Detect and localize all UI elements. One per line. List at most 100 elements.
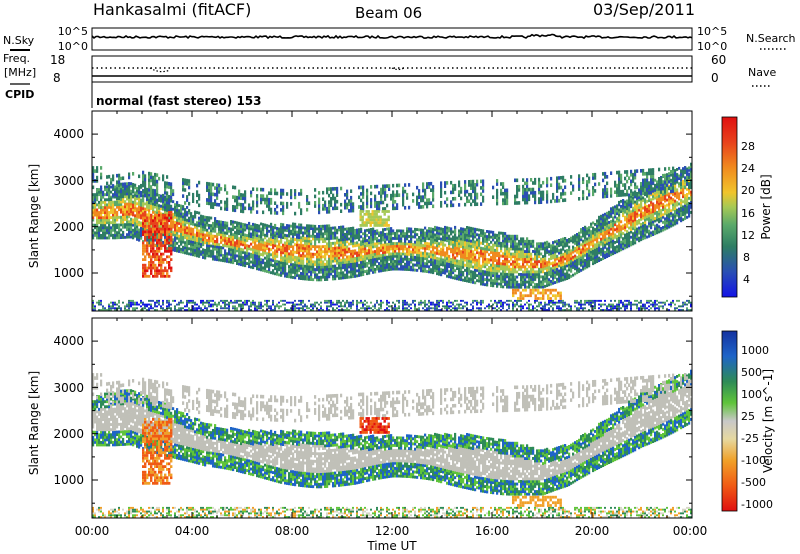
power-cell (414, 305, 416, 308)
power-cell (158, 196, 161, 200)
power-cell (316, 255, 319, 259)
power-cell (238, 189, 241, 194)
power-cell (432, 191, 435, 196)
power-cell (184, 246, 187, 250)
power-cell (102, 228, 105, 232)
power-cell (468, 267, 471, 271)
power-cell (414, 248, 417, 252)
power-cell (490, 240, 493, 244)
power-cell (190, 227, 193, 231)
power-cell (218, 203, 221, 207)
power-cell (498, 274, 501, 278)
power-cell (456, 239, 459, 242)
power-cell (314, 230, 317, 233)
power-cell (280, 248, 283, 252)
power-cell (470, 186, 473, 190)
power-cell (222, 221, 225, 224)
power-cell (192, 240, 195, 244)
power-cell (272, 259, 275, 262)
power-cell (318, 207, 321, 211)
power-cell (282, 246, 285, 250)
power-cell (360, 260, 363, 264)
power-cell (350, 257, 353, 261)
power-cell (232, 185, 235, 190)
power-cell (162, 233, 165, 237)
power-cell (382, 235, 385, 239)
power-cell (154, 305, 156, 308)
power-cell (212, 192, 215, 197)
power-cell (148, 309, 150, 311)
power-cell (236, 202, 239, 206)
power-cell (406, 255, 409, 259)
power-cell (512, 265, 515, 269)
power-cell (448, 247, 451, 251)
power-cell (198, 242, 201, 246)
power-cell (510, 234, 513, 238)
freq-left-label-2: [MHz] (4, 66, 36, 79)
power-cell (414, 299, 416, 302)
power-cell (378, 309, 380, 311)
power-cell (224, 241, 227, 245)
power-cell (484, 283, 487, 287)
power-cell (454, 256, 457, 260)
power-cell (474, 268, 477, 272)
power-cell (332, 231, 335, 235)
power-cell (240, 230, 243, 233)
power-cell (446, 203, 449, 208)
power-cell (420, 231, 423, 234)
power-cell (100, 193, 103, 197)
power-cell (492, 243, 495, 247)
power-cell (156, 201, 159, 204)
power-cell (102, 195, 105, 199)
freq-right-tick-top: 60 (711, 53, 726, 67)
power-cell (316, 250, 319, 254)
power-cell (402, 232, 405, 235)
power-cell (452, 248, 455, 252)
power-cell (130, 202, 133, 206)
power-cell (116, 190, 119, 194)
power-cell (144, 177, 147, 182)
power-cell (440, 270, 443, 274)
power-cell (270, 188, 273, 192)
power-cell (254, 246, 257, 250)
power-cell (398, 301, 400, 304)
power-cell (248, 260, 251, 263)
power-cell (208, 201, 211, 206)
power-cell (514, 237, 517, 241)
power-cell (236, 244, 239, 248)
power-cell (148, 196, 151, 200)
power-cell (496, 201, 499, 206)
power-cell (350, 255, 353, 258)
power-cell (210, 226, 213, 230)
power-cell (220, 305, 222, 308)
power-cell (402, 307, 404, 310)
power-cell (364, 265, 367, 268)
power-cell (116, 200, 119, 204)
power-cell (112, 228, 115, 232)
power-cell (206, 185, 209, 189)
power-cell (194, 246, 197, 250)
power-cell (460, 255, 463, 259)
power-cell (148, 184, 151, 189)
power-cell (360, 243, 363, 246)
power-cell (200, 222, 203, 226)
power-cell (372, 258, 375, 262)
power-cell (514, 245, 517, 248)
power-cell (452, 250, 455, 254)
power-cell (270, 309, 272, 311)
power-cell (508, 303, 510, 306)
power-cell (382, 251, 385, 255)
power-cell (420, 303, 422, 306)
power-cell (120, 233, 123, 237)
power-cell (352, 259, 355, 263)
power-cell (260, 301, 262, 304)
power-cell (474, 260, 477, 264)
power-cell (522, 265, 525, 269)
power-cell (504, 283, 507, 286)
power-cell (408, 247, 411, 251)
power-cell (340, 303, 342, 306)
power-cell (474, 202, 477, 207)
power-cell (488, 303, 490, 306)
power-cell (330, 203, 333, 207)
power-cell (136, 220, 139, 223)
